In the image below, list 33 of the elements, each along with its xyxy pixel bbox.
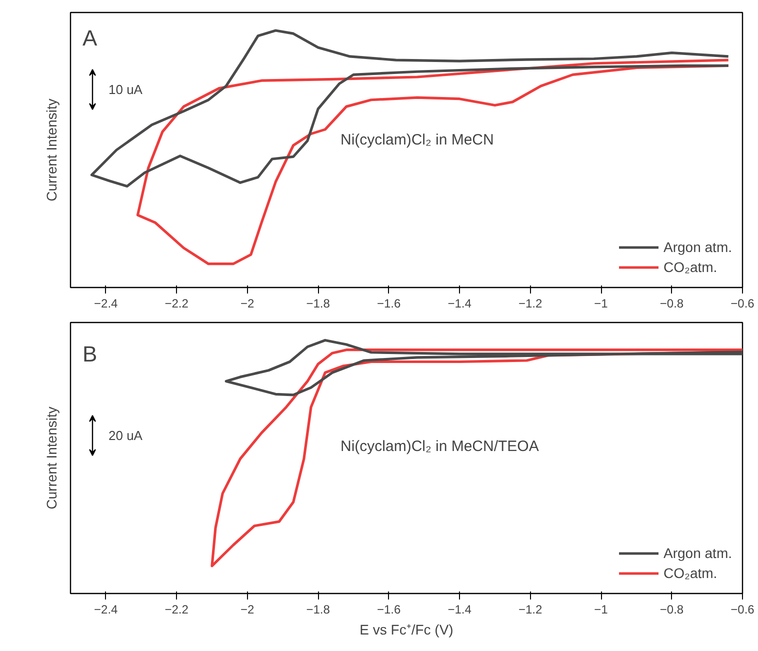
x-tick-label: −1.8	[306, 296, 330, 310]
x-tick-label: −2	[240, 296, 255, 310]
legend-label: CO₂atm.	[664, 259, 718, 275]
x-tick-label: −1.8	[306, 602, 330, 616]
x-tick-label: −1	[594, 296, 608, 310]
x-tick-label: −1.4	[448, 602, 472, 616]
legend-label: Argon atm.	[664, 545, 732, 561]
x-tick-label: −1.6	[376, 602, 401, 616]
x-tick-label: −1.2	[518, 296, 542, 310]
x-tick-label: −0.8	[660, 296, 684, 310]
x-tick-label: −0.8	[660, 602, 684, 616]
x-tick-label: −0.6	[730, 296, 755, 310]
x-tick-label: −2.4	[94, 602, 118, 616]
chart-title: A	[82, 26, 98, 50]
legend-label: CO₂atm.	[664, 565, 718, 581]
annotation: Ni(cyclam)Cl₂ in MeCN	[340, 132, 494, 149]
chart-title: B	[82, 342, 98, 366]
annotation: 20 uA	[108, 428, 143, 443]
x-axis-title: E vs Fc⁺/Fc (V)	[360, 622, 454, 638]
annotation: 10 uA	[108, 82, 143, 97]
x-tick-label: −2.2	[164, 296, 189, 310]
x-tick-label: −1	[594, 602, 608, 616]
x-tick-label: −0.6	[730, 602, 755, 616]
x-tick-label: −2.2	[164, 602, 189, 616]
legend-label: Argon atm.	[664, 239, 732, 255]
x-tick-label: −2	[240, 602, 255, 616]
annotation: Ni(cyclam)Cl₂ in MeCN/TEOA	[340, 438, 539, 455]
x-tick-label: −2.4	[94, 296, 118, 310]
y-axis-title: Current Intensity	[44, 98, 60, 202]
x-tick-label: −1.4	[448, 296, 472, 310]
x-tick-label: −1.2	[518, 602, 542, 616]
x-tick-label: −1.6	[376, 296, 401, 310]
y-axis-title: Current Intensity	[44, 406, 60, 510]
